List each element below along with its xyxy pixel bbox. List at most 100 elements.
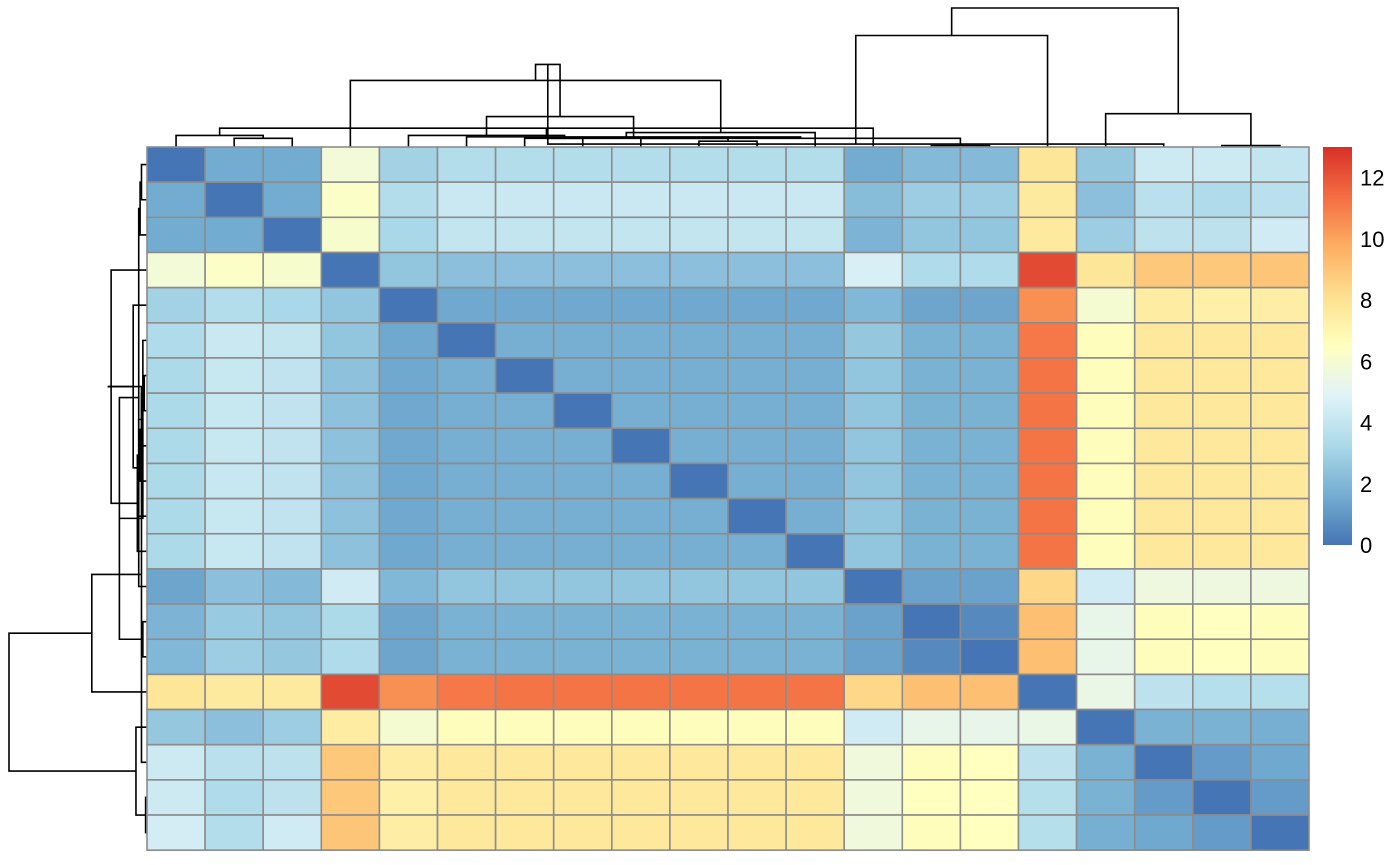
heatmap-cell-r3-c12 — [785, 216, 845, 254]
heatmap-cell-r9-c19 — [1192, 427, 1252, 465]
heatmap-cell-r18-c4 — [320, 743, 381, 781]
heatmap-cell-r16-c17 — [1075, 673, 1136, 711]
heatmap-cell-r19-c13 — [843, 779, 904, 816]
heatmap-cell-r1-c2 — [204, 146, 265, 183]
heatmap-cell-r7-c9 — [610, 357, 671, 394]
heatmap-cell-r4-c16 — [1017, 251, 1078, 289]
heatmap-cell-r15-c16 — [1017, 638, 1078, 676]
heatmap-cell-r13-c7 — [494, 568, 555, 605]
heatmap-cell-r2-c1 — [146, 181, 206, 219]
heatmap-cell-r4-c7 — [494, 251, 555, 289]
heatmap-cell-r1-c9 — [610, 146, 671, 183]
heatmap-cell-r2-c5 — [378, 181, 439, 219]
heatmap-cell-r14-c7 — [494, 603, 555, 641]
heatmap-cell-r6-c5 — [378, 321, 439, 359]
heatmap-cell-r14-c19 — [1192, 603, 1252, 641]
heatmap-cell-r17-c20 — [1250, 708, 1310, 746]
heatmap-cell-r11-c9 — [610, 497, 671, 535]
heatmap-cell-r15-c6 — [436, 638, 497, 676]
heatmap-cell-r1-c5 — [378, 146, 439, 183]
heatmap-cell-r12-c16 — [1017, 532, 1078, 570]
heatmap-cell-r3-c17 — [1075, 216, 1136, 254]
heatmap-cell-r15-c13 — [843, 638, 904, 676]
row-dendrogram-branch — [8, 632, 136, 772]
heatmap-cell-r11-c12 — [785, 497, 845, 535]
heatmap-cell-r3-c19 — [1192, 216, 1252, 254]
heatmap-cell-r7-c10 — [669, 357, 729, 394]
heatmap-cell-r12-c7 — [494, 532, 555, 570]
heatmap-cell-r11-c1 — [146, 497, 206, 535]
heatmap-cell-r17-c15 — [959, 708, 1020, 746]
heatmap-cell-r12-c20 — [1250, 532, 1310, 570]
heatmap-cell-r6-c7 — [494, 321, 555, 359]
heatmap-cell-r7-c17 — [1075, 357, 1136, 394]
column-dendrogram-branch — [523, 137, 729, 147]
heatmap-cell-r3-c2 — [204, 216, 265, 254]
color-legend-bar — [1323, 147, 1352, 545]
heatmap-cell-r8-c2 — [204, 392, 265, 430]
heatmap-cell-r11-c2 — [204, 497, 265, 535]
heatmap-cell-r13-c5 — [378, 568, 439, 605]
heatmap-cell-r20-c19 — [1192, 814, 1252, 851]
heatmap-cell-r7-c3 — [262, 357, 323, 394]
heatmap-cell-r17-c17 — [1075, 708, 1136, 746]
heatmap-cell-r2-c6 — [436, 181, 497, 219]
heatmap-cell-r2-c2 — [204, 181, 265, 219]
heatmap-cell-r15-c1 — [146, 638, 206, 676]
heatmap-cell-r7-c18 — [1133, 357, 1194, 394]
heatmap-cell-r10-c12 — [785, 462, 845, 500]
color-legend-ticks: 0 2 4 6 8 10 12 — [1360, 166, 1384, 558]
heatmap-cell-r15-c11 — [727, 638, 787, 676]
heatmap-cell-r19-c6 — [436, 779, 497, 816]
heatmap-cell-r12-c13 — [843, 532, 904, 570]
heatmap-cell-r15-c10 — [669, 638, 729, 676]
heatmap-cell-r10-c18 — [1133, 462, 1194, 500]
heatmap-cell-r8-c12 — [785, 392, 845, 430]
heatmap-cell-r10-c8 — [552, 462, 613, 500]
heatmap-cell-r8-c4 — [320, 392, 381, 430]
heatmap-cell-r5-c8 — [552, 286, 613, 324]
heatmap-cell-r10-c3 — [262, 462, 323, 500]
heatmap-cell-r2-c19 — [1192, 181, 1252, 219]
heatmap-cell-r11-c18 — [1133, 497, 1194, 535]
heatmap-cell-r10-c17 — [1075, 462, 1136, 500]
column-dendrogram-branch — [485, 115, 635, 137]
heatmap-cell-r14-c17 — [1075, 603, 1136, 641]
heatmap-cell-r14-c6 — [436, 603, 497, 641]
heatmap-cell-r1-c4 — [320, 146, 381, 183]
heatmap-cell-r13-c11 — [727, 568, 787, 605]
heatmap-cell-r18-c7 — [494, 743, 555, 781]
heatmap-cell-r1-c12 — [785, 146, 845, 183]
heatmap-cell-r11-c13 — [843, 497, 904, 535]
heatmap-cell-r10-c14 — [901, 462, 962, 500]
heatmap-cell-r16-c11 — [727, 673, 787, 711]
heatmap-cell-r12-c3 — [262, 532, 323, 570]
heatmap-cell-r20-c11 — [727, 814, 787, 851]
heatmap-cell-r4-c14 — [901, 251, 962, 289]
heatmap-cell-r12-c19 — [1192, 532, 1252, 570]
heatmap-cell-r10-c13 — [843, 462, 904, 500]
heatmap-cell-r7-c16 — [1017, 357, 1078, 394]
heatmap-cell-r11-c16 — [1017, 497, 1078, 535]
heatmap-cell-r9-c7 — [494, 427, 555, 465]
legend-tick-label: 0 — [1360, 533, 1372, 558]
heatmap-cell-r13-c3 — [262, 568, 323, 605]
heatmap-cell-r20-c13 — [843, 814, 904, 851]
heatmap-cell-r5-c20 — [1250, 286, 1310, 324]
heatmap-cell-r13-c4 — [320, 568, 381, 605]
heatmap-cell-r4-c13 — [843, 251, 904, 289]
heatmap-cell-r15-c15 — [959, 638, 1020, 676]
heatmap-cell-r9-c8 — [552, 427, 613, 465]
heatmap-cell-r7-c19 — [1192, 357, 1252, 394]
heatmap-cell-r3-c13 — [843, 216, 904, 254]
heatmap-cell-r20-c17 — [1075, 814, 1136, 851]
heatmap-cell-r8-c3 — [262, 392, 323, 430]
heatmap-cell-r18-c16 — [1017, 743, 1078, 781]
heatmap-cell-r20-c12 — [785, 814, 845, 851]
heatmap-cell-r19-c18 — [1133, 779, 1194, 816]
column-dendrogram-branch — [175, 134, 264, 147]
heatmap-cell-r2-c8 — [552, 181, 613, 219]
legend-tick-label: 6 — [1360, 349, 1372, 374]
heatmap-cell-r1-c17 — [1075, 146, 1136, 183]
heatmap-cell-r7-c8 — [552, 357, 613, 394]
